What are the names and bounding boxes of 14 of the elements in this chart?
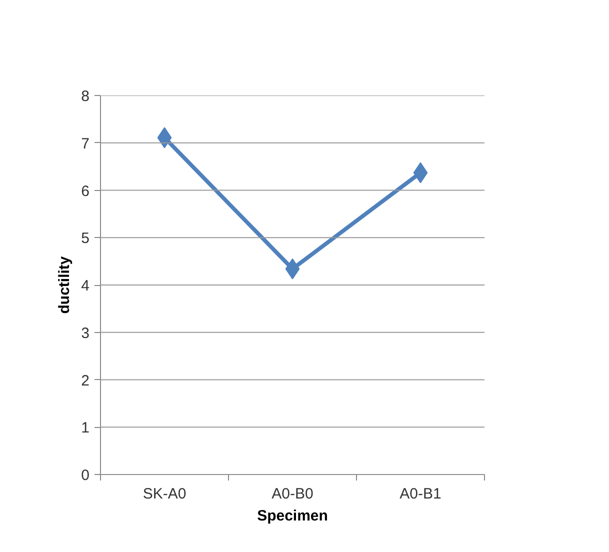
y-tick-label: 5 (81, 230, 90, 248)
y-tick-label: 7 (81, 135, 90, 152)
y-tick-label: 8 (81, 88, 90, 105)
x-axis-title: Specimen (257, 508, 328, 524)
x-tick-label: SK-A0 (142, 486, 186, 502)
x-tick-label: A0-B0 (272, 486, 314, 502)
y-tick-label: 4 (81, 278, 90, 294)
y-tick-label: 6 (81, 182, 90, 200)
x-tick-label: A0-B1 (400, 486, 442, 502)
y-tick-label: 0 (81, 467, 90, 484)
y-tick-label: 2 (81, 372, 90, 390)
y-tick-label: 3 (81, 324, 90, 342)
y-axis-title: ductility (56, 256, 74, 314)
y-tick-label: 1 (81, 420, 90, 437)
